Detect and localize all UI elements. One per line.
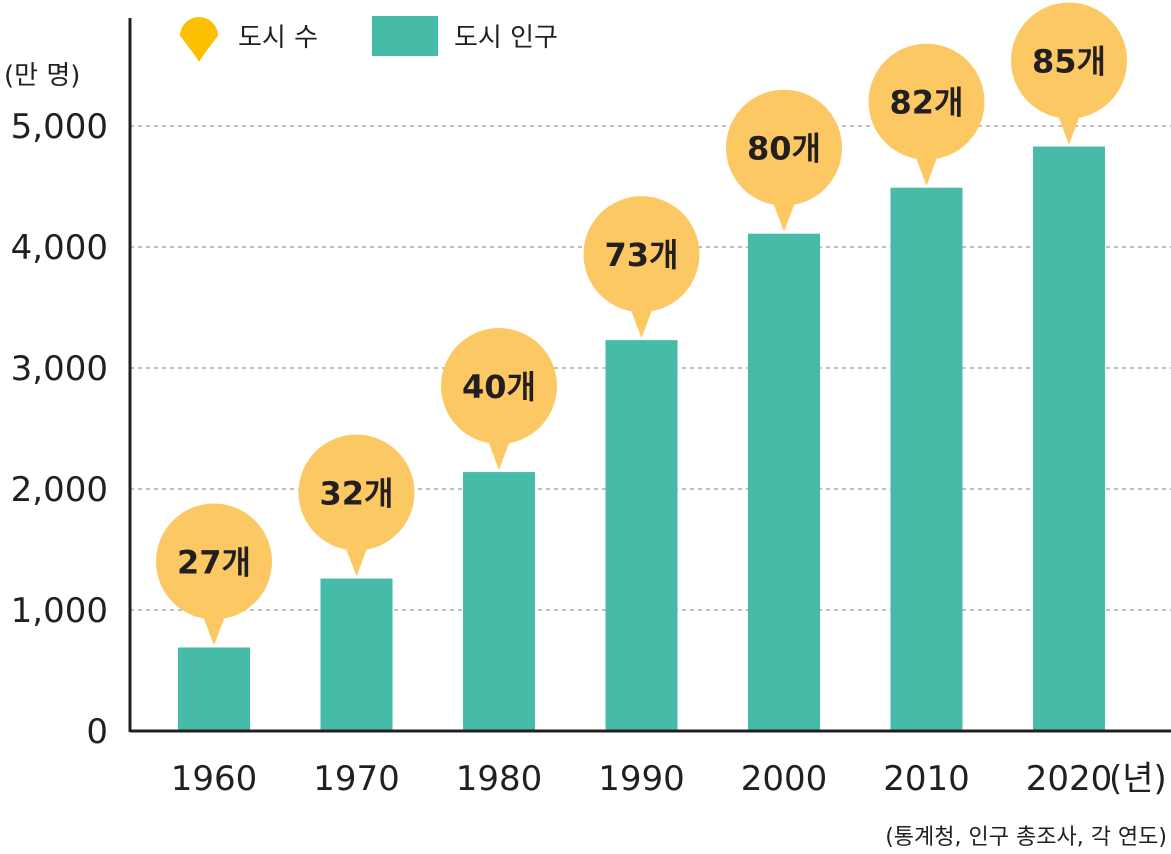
count-bubble-pointer <box>487 438 511 471</box>
x-tick-label: 1960 <box>171 759 258 799</box>
count-bubble-circle <box>726 89 842 206</box>
y-tick-label: 1,000 <box>11 591 108 631</box>
x-tick-label: 2000 <box>741 759 828 799</box>
count-bubble-2000: 80개 <box>726 89 842 232</box>
count-bubble-1980: 40개 <box>441 328 557 471</box>
count-bubble-circle <box>868 43 985 160</box>
bar-1970 <box>320 578 393 731</box>
bar-2020 <box>1033 146 1105 731</box>
count-bubble-pointer <box>1057 112 1081 145</box>
count-label: 80개 <box>747 130 821 168</box>
count-bubble-pointer <box>344 544 369 577</box>
x-tick-label: 2010 <box>883 759 970 799</box>
count-bubble-pointer <box>772 199 796 232</box>
count-bubble-1990: 73개 <box>583 196 700 339</box>
legend-label-population: 도시 인구 <box>454 23 558 53</box>
count-label: 85개 <box>1032 43 1106 81</box>
count-label: 27개 <box>177 544 251 582</box>
y-tick-label: 4,000 <box>11 228 108 268</box>
count-bubble-circle <box>298 434 415 551</box>
count-bubble-2010: 82개 <box>868 43 985 186</box>
axes <box>128 18 1171 733</box>
count-bubble-circle <box>441 328 557 445</box>
y-tick-labels: 0 1,000 2,000 3,000 4,000 5,000 <box>11 107 108 752</box>
count-label: 40개 <box>462 368 536 406</box>
bar-1960 <box>178 647 250 731</box>
count-bubble-1960: 27개 <box>156 503 272 646</box>
y-tick-label: 0 <box>86 712 108 752</box>
bar-2000 <box>748 233 820 731</box>
bar-1990 <box>605 340 678 731</box>
legend: 도시 수 도시 인구 <box>180 16 558 62</box>
legend-marker-count <box>180 17 218 62</box>
count-bubble-circle <box>583 196 700 313</box>
count-label: 73개 <box>605 236 679 274</box>
count-bubble-pointer <box>914 153 939 186</box>
count-bubble-pointer <box>202 613 226 646</box>
count-bubble-circle <box>156 503 272 620</box>
legend-label-count: 도시 수 <box>238 23 318 53</box>
legend-pin-icon <box>180 17 218 62</box>
count-bubbles: 27개 32개 40개 73개 80개 82개 85개 <box>156 2 1127 646</box>
count-label: 32개 <box>320 475 394 513</box>
x-unit-label: (년) <box>1109 759 1167 799</box>
bar-1980 <box>463 472 535 731</box>
bar-2010 <box>890 187 963 731</box>
count-bubble-1970: 32개 <box>298 434 415 577</box>
count-bubble-2020: 85개 <box>1011 2 1127 145</box>
count-label: 82개 <box>890 84 964 122</box>
y-tick-label: 3,000 <box>11 349 108 389</box>
source-note: (통계청, 인구 총조사, 각 연도) <box>885 825 1167 850</box>
y-unit-label: (만 명) <box>4 61 80 91</box>
x-tick-label: 1970 <box>313 759 400 799</box>
count-bubble-circle <box>1011 2 1127 119</box>
y-tick-label: 2,000 <box>11 470 108 510</box>
x-tick-label: 1990 <box>598 759 685 799</box>
legend-swatch-population <box>372 16 438 56</box>
x-tick-label: 2020 <box>1026 759 1113 799</box>
bars <box>178 146 1105 731</box>
x-tick-label: 1980 <box>456 759 543 799</box>
y-tick-label: 5,000 <box>11 107 108 147</box>
count-bubble-pointer <box>629 306 654 339</box>
x-tick-labels: 1960 1970 1980 1990 2000 2010 2020(년) <box>171 759 1167 799</box>
